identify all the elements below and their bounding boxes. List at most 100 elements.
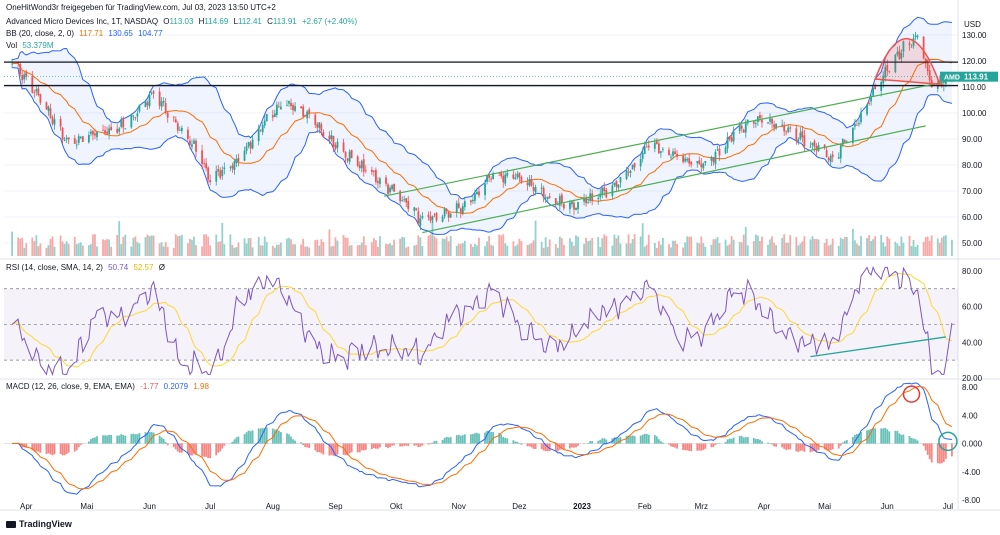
candle-body bbox=[342, 142, 345, 152]
macd-histogram-bar bbox=[435, 440, 438, 444]
candle-body bbox=[191, 144, 193, 147]
macd-histogram-bar bbox=[534, 443, 537, 450]
candle-body bbox=[104, 130, 106, 134]
volume-bar bbox=[526, 244, 529, 256]
macd-histogram-bar bbox=[526, 443, 529, 447]
volume-bar bbox=[144, 237, 147, 256]
volume-bar bbox=[518, 238, 521, 256]
macd-histogram-bar bbox=[605, 439, 608, 444]
macd-histogram-bar bbox=[704, 443, 707, 449]
volume-bar bbox=[752, 240, 755, 256]
volume-bar bbox=[843, 236, 846, 256]
macd-histogram-bar bbox=[639, 435, 642, 444]
macd-histogram-bar bbox=[560, 443, 563, 450]
brand-text: TradingView bbox=[19, 519, 72, 529]
macd-histogram-bar bbox=[25, 443, 28, 448]
candle-body bbox=[472, 199, 474, 202]
candle-body bbox=[655, 141, 658, 145]
volume-bar bbox=[514, 246, 517, 256]
candle-body bbox=[77, 136, 80, 143]
macd-histogram-bar bbox=[261, 428, 264, 444]
volume-bar bbox=[108, 239, 111, 256]
volume-legend[interactable]: Vol 53.379M bbox=[6, 41, 57, 51]
candle-body bbox=[653, 142, 656, 149]
macd-legend[interactable]: MACD (12, 26, close, 9, EMA, EMA) -1.77 … bbox=[6, 382, 212, 392]
candle-body bbox=[647, 145, 650, 148]
volume-bar bbox=[560, 238, 563, 256]
candle-body bbox=[441, 216, 444, 222]
volume-bar bbox=[47, 245, 50, 256]
candle-body bbox=[619, 177, 622, 183]
volume-bar bbox=[120, 244, 123, 256]
macd-histogram-bar bbox=[455, 435, 458, 444]
volume-bar bbox=[286, 238, 288, 256]
volume-bar bbox=[174, 234, 177, 256]
candle-body bbox=[21, 74, 24, 81]
volume-bar bbox=[809, 239, 812, 256]
high-label: H bbox=[198, 17, 205, 26]
volume-bar bbox=[201, 246, 203, 256]
volume-bar bbox=[59, 235, 62, 256]
macd-histogram-bar bbox=[106, 435, 108, 444]
time-tick-label: Mai bbox=[818, 502, 831, 511]
volume-bar bbox=[67, 243, 70, 256]
candle-body bbox=[144, 100, 147, 108]
candle-body bbox=[110, 126, 113, 131]
bb-legend[interactable]: BB (20, close, 2, 0) 117.71 130.65 104.7… bbox=[6, 29, 166, 39]
volume-bar bbox=[657, 241, 660, 256]
volume-bar bbox=[122, 236, 125, 256]
macd-histogram-bar bbox=[710, 443, 713, 448]
price-tick-label: 130.00 bbox=[962, 31, 987, 40]
candle-body bbox=[261, 125, 264, 133]
publisher-text: OneHitWond3r freigegeben für TradingView… bbox=[6, 3, 276, 12]
close-value: 113.91 bbox=[272, 17, 297, 26]
volume-bar bbox=[146, 234, 149, 256]
macd-histogram-bar bbox=[700, 443, 703, 451]
volume-bar bbox=[815, 238, 818, 256]
macd-histogram-bar bbox=[936, 443, 939, 464]
volume-bar bbox=[342, 235, 345, 256]
macd-histogram-bar bbox=[922, 443, 925, 446]
volume-bar bbox=[868, 235, 870, 256]
candle-body bbox=[67, 137, 70, 140]
rsi-legend[interactable]: RSI (14, close, SMA, 14, 2) 50.74 52.57 … bbox=[6, 263, 168, 273]
macd-histogram-bar bbox=[625, 435, 628, 444]
macd-histogram-bar bbox=[684, 443, 687, 451]
volume-bar bbox=[294, 244, 296, 256]
volume-bar bbox=[484, 246, 486, 256]
macd-histogram-bar bbox=[858, 433, 860, 444]
candle-body bbox=[203, 162, 205, 164]
rsi-tick-label: 80.00 bbox=[962, 267, 983, 276]
symbol-name[interactable]: Advanced Micro Devices Inc, 1T, NASDAQ bbox=[6, 17, 159, 26]
volume-bar bbox=[627, 234, 630, 256]
candle-body bbox=[445, 209, 448, 212]
volume-bar bbox=[77, 243, 80, 256]
volume-bar bbox=[377, 246, 379, 256]
rounded-top-arc bbox=[874, 37, 941, 86]
macd-histogram-bar bbox=[504, 437, 507, 444]
macd-histogram-bar bbox=[118, 435, 121, 444]
macd-histogram-bar bbox=[894, 430, 897, 444]
macd-histogram-bar bbox=[690, 443, 693, 452]
candle-body bbox=[158, 91, 161, 106]
macd-histogram-bar bbox=[356, 443, 359, 453]
volume-bar bbox=[597, 237, 600, 256]
candle-body bbox=[704, 160, 707, 164]
candle-body bbox=[344, 151, 347, 158]
candle-body bbox=[569, 202, 571, 210]
macd-histogram-bar bbox=[172, 443, 175, 448]
volume-bar bbox=[271, 245, 274, 256]
volume-bar bbox=[187, 243, 189, 256]
volume-bar bbox=[670, 247, 672, 256]
volume-bar bbox=[799, 243, 802, 256]
candle-body bbox=[866, 104, 868, 115]
tradingview-logo[interactable]: TradingView bbox=[6, 519, 72, 529]
open-value: 113.03 bbox=[169, 17, 194, 26]
macd-histogram-bar bbox=[403, 443, 406, 446]
candle-body bbox=[560, 194, 563, 204]
macd-histogram-bar bbox=[237, 436, 240, 444]
candle-body bbox=[358, 165, 361, 169]
macd-histogram-bar bbox=[554, 443, 557, 452]
volume-bar bbox=[316, 239, 319, 256]
